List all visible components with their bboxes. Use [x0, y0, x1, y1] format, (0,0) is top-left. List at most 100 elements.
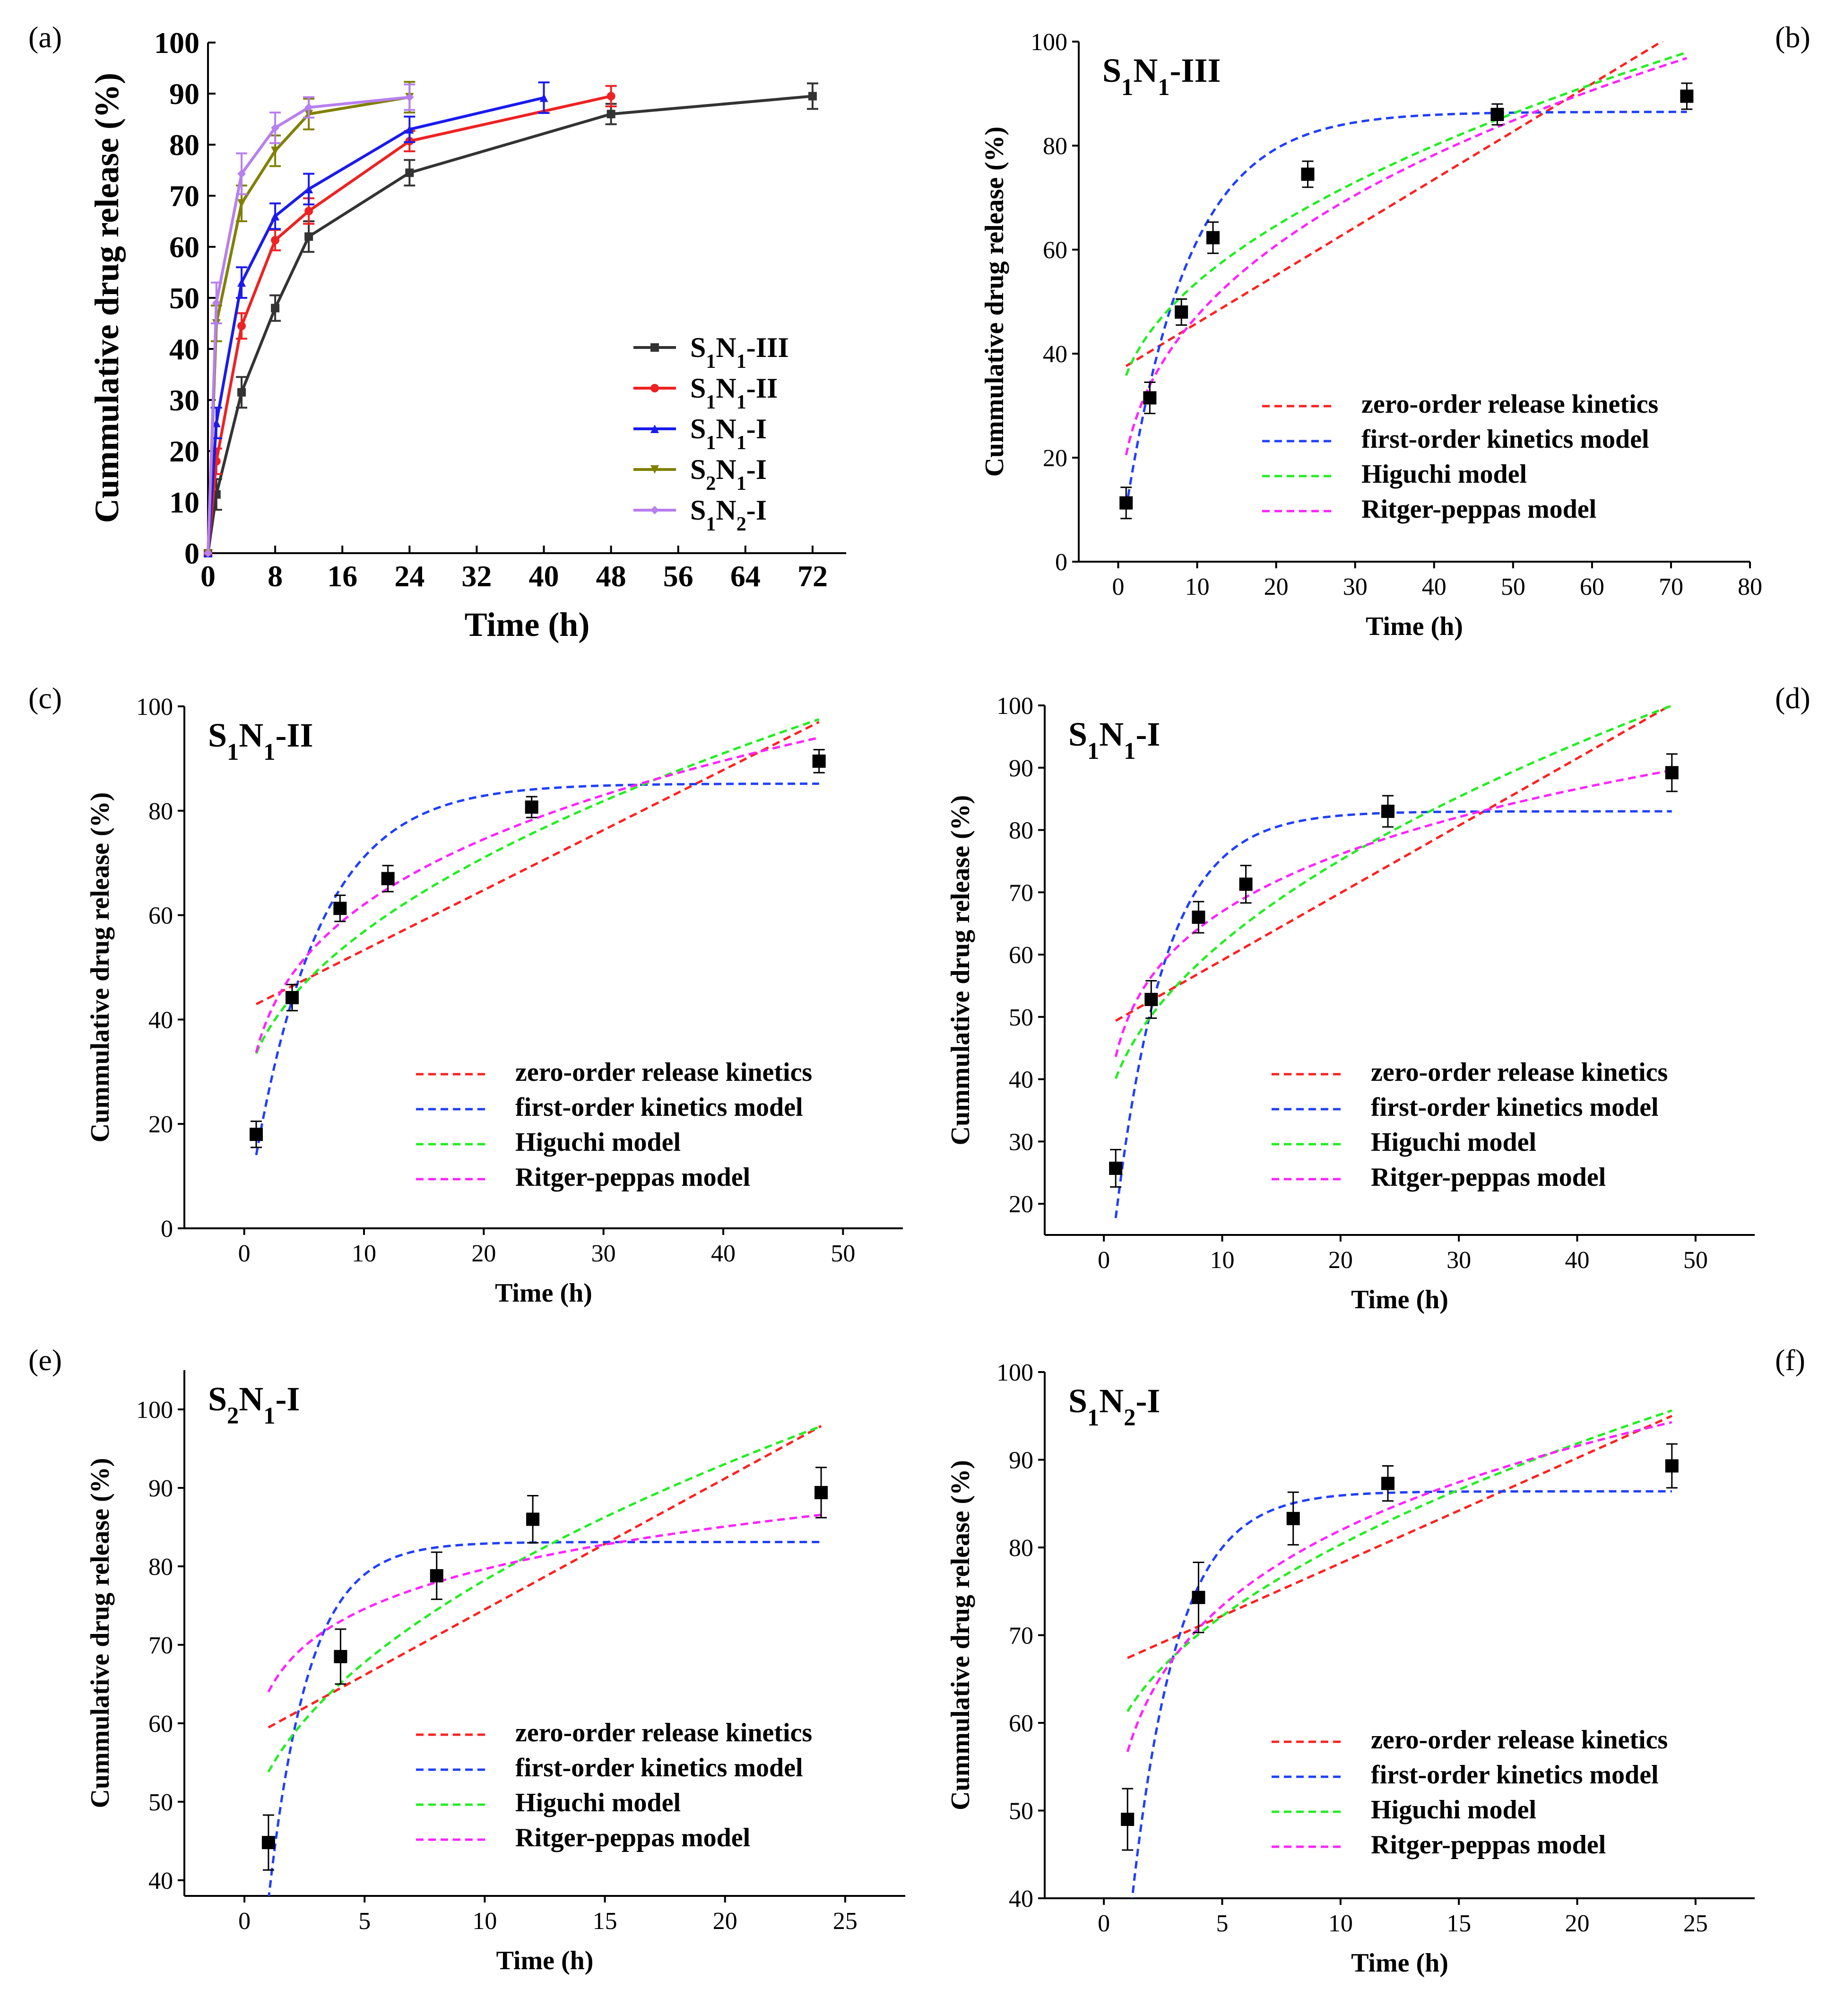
- legend-label: S1N2-I: [690, 495, 767, 535]
- x-tick-label: 30: [1343, 574, 1368, 600]
- panel-title: S1N1-III: [1102, 52, 1221, 100]
- model-curve-higuchi: [1125, 51, 1688, 376]
- legend-label-zero: zero-order release kinetics: [1361, 390, 1658, 419]
- legend-marker: [650, 343, 659, 352]
- model-curve-higuchi: [1114, 705, 1672, 1079]
- x-tick-label: 0: [238, 1908, 251, 1935]
- data-point: [1192, 1590, 1205, 1604]
- panel-label-d: (d): [1775, 681, 1810, 715]
- legend-marker: [650, 425, 659, 433]
- data-point: [334, 1650, 347, 1663]
- data-point: [304, 184, 313, 193]
- data-point: [1286, 1512, 1300, 1525]
- model-curve-ritger: [1114, 769, 1672, 1057]
- series-line: [207, 95, 813, 554]
- data-point: [381, 872, 395, 886]
- legend-label: S1N1-I: [690, 413, 767, 454]
- chart-panel-a: 0 8 16 24 32 40 48 56 64 72 0 10 20 30 40 50 60 70 80 90 100…: [0, 0, 898, 671]
- x-axis-title: Time (h): [1351, 1948, 1448, 1978]
- x-tick-label: 32: [461, 559, 492, 593]
- y-tick-label: 50: [169, 281, 199, 315]
- x-tick-label: 50: [1501, 574, 1525, 600]
- x-tick-label: 48: [596, 559, 626, 593]
- y-tick-label: 40: [169, 332, 199, 366]
- chart-panel-b: 0 10 20 30 40 50 60 70 80 0 20 40 60 80 100 Time (h) Cum…: [922, 0, 1844, 671]
- y-tick-label: 0: [161, 1216, 173, 1243]
- x-tick-label: 10: [1210, 1247, 1235, 1274]
- y-tick-label: 100: [996, 693, 1033, 720]
- chart-f-svg: 0 5 10 15 20 25 40 50 60 70 80 90 100 Time (h) Cummula…: [946, 1359, 1755, 1978]
- x-axis-title: Time (h): [465, 606, 590, 643]
- x-axis-title: Time (h): [1366, 612, 1463, 641]
- y-tick-label: 70: [1009, 879, 1033, 906]
- data-point: [304, 103, 313, 112]
- legend-label-first: first-order kinetics model: [515, 1093, 803, 1122]
- data-point: [606, 92, 615, 101]
- y-tick-label: 90: [169, 77, 199, 111]
- panel-title: S2N1-I: [208, 1380, 300, 1429]
- x-tick-label: 15: [593, 1908, 617, 1935]
- y-tick-label: 30: [1009, 1129, 1033, 1156]
- legend-label-higuchi: Higuchi model: [1371, 1128, 1536, 1157]
- y-tick-label: 60: [148, 1711, 173, 1738]
- y-tick-label: 30: [169, 383, 199, 417]
- data-point: [271, 235, 280, 244]
- y-tick-label: 90: [1009, 1447, 1033, 1474]
- x-tick-label: 24: [394, 559, 424, 593]
- legend-marker: [650, 465, 659, 474]
- y-tick-label: 80: [1009, 1535, 1033, 1562]
- data-point: [261, 1836, 275, 1850]
- data-point: [271, 212, 280, 221]
- x-tick-label: 56: [663, 559, 693, 593]
- legend-label: S2N1-I: [690, 454, 767, 495]
- y-tick-label: 50: [148, 1789, 173, 1816]
- x-tick-label: 40: [711, 1240, 736, 1267]
- y-tick-label: 50: [1009, 1798, 1033, 1825]
- legend-label-first: first-order kinetics model: [515, 1753, 803, 1782]
- x-tick-label: 20: [471, 1240, 496, 1267]
- x-tick-label: 20: [1565, 1910, 1590, 1937]
- legend-label-ritger: Ritger-peppas model: [1371, 1163, 1606, 1192]
- model-curve-ritger: [255, 736, 820, 1053]
- y-tick-label: 10: [169, 486, 199, 519]
- y-tick-label: 40: [1009, 1067, 1033, 1094]
- x-tick-label: 10: [352, 1240, 376, 1267]
- y-tick-label: 80: [1009, 817, 1033, 844]
- y-tick-label: 20: [1043, 445, 1067, 472]
- y-tick-label: 100: [1031, 29, 1067, 56]
- data-point: [1490, 108, 1504, 121]
- x-tick-label: 10: [1328, 1910, 1353, 1937]
- y-tick-label: 60: [1009, 1710, 1033, 1737]
- y-axis-title: Cummulative drug release (%): [980, 127, 1009, 477]
- panel-label-e: (e): [28, 1343, 62, 1377]
- data-point: [1665, 766, 1679, 780]
- model-curve-higuchi: [267, 1425, 822, 1773]
- model-curve-first: [255, 782, 819, 1156]
- model-curve-higuchi: [1126, 1409, 1672, 1712]
- y-tick-label: 60: [148, 903, 173, 930]
- data-point: [304, 207, 313, 216]
- series-line: [207, 96, 410, 554]
- y-tick-label: 90: [148, 1475, 173, 1502]
- data-point: [1381, 1477, 1395, 1490]
- legend-marker: [650, 506, 659, 514]
- data-point: [814, 1486, 828, 1499]
- model-curve-first: [1125, 111, 1687, 509]
- y-axis-title: Cummulative drug release (%): [946, 1460, 975, 1810]
- model-curve-zero: [1115, 705, 1673, 1022]
- model-curve-zero: [268, 1425, 822, 1729]
- data-point: [430, 1569, 443, 1582]
- data-point: [1381, 805, 1395, 818]
- y-tick-label: 80: [1043, 133, 1067, 160]
- data-point: [271, 123, 280, 132]
- data-point: [1239, 878, 1253, 891]
- panel-title: S1N1-I: [1068, 715, 1160, 764]
- x-tick-label: 70: [1659, 574, 1683, 600]
- data-point: [539, 93, 548, 102]
- model-curve-ritger: [267, 1513, 822, 1693]
- y-tick-label: 0: [1055, 549, 1067, 576]
- legend-label-first: first-order kinetics model: [1361, 425, 1649, 454]
- x-tick-label: 20: [1264, 574, 1289, 600]
- data-point: [304, 232, 313, 241]
- y-tick-label: 80: [148, 1554, 173, 1581]
